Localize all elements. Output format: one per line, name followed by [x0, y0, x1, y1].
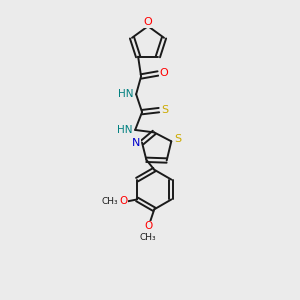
- Text: O: O: [119, 196, 127, 206]
- Text: HN: HN: [118, 125, 133, 135]
- Text: O: O: [160, 68, 168, 79]
- Text: S: S: [175, 134, 182, 144]
- Text: O: O: [144, 221, 152, 231]
- Text: CH₃: CH₃: [101, 197, 118, 206]
- Text: CH₃: CH₃: [140, 232, 157, 242]
- Text: S: S: [161, 105, 168, 115]
- Text: O: O: [144, 17, 152, 27]
- Text: N: N: [132, 138, 140, 148]
- Text: HN: HN: [118, 89, 134, 99]
